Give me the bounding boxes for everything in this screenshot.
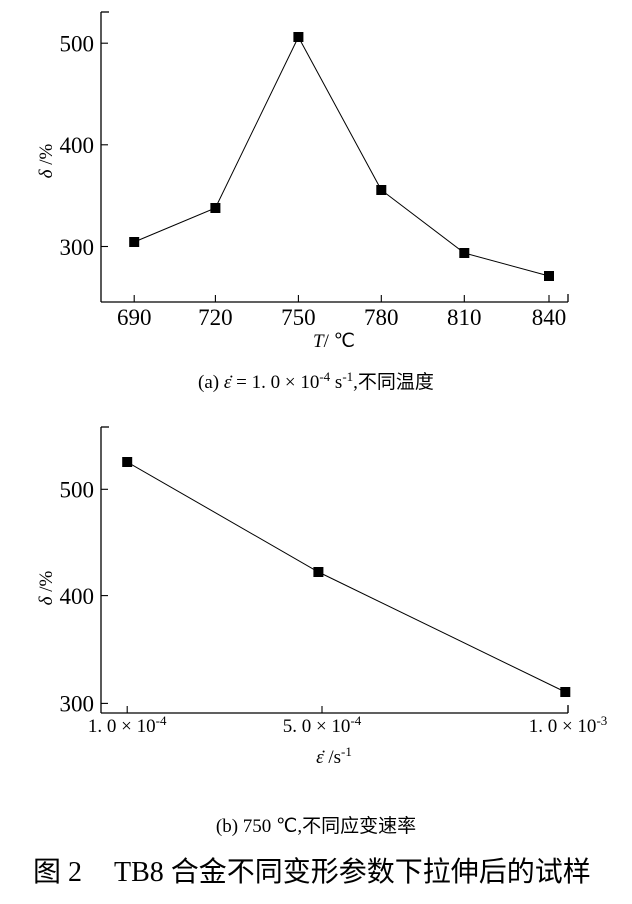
svg-text:500: 500 (60, 478, 95, 503)
svg-text:720: 720 (198, 305, 233, 330)
svg-text:300: 300 (60, 235, 95, 260)
svg-text:δ /%: δ /% (36, 570, 57, 605)
svg-text:1. 0 × 10-3: 1. 0 × 10-3 (529, 713, 608, 738)
svg-text:400: 400 (60, 584, 95, 609)
svg-text:1. 0 × 10-4: 1. 0 × 10-4 (88, 713, 167, 738)
svg-text:750: 750 (281, 305, 316, 330)
svg-text:840: 840 (532, 305, 567, 330)
svg-text:400: 400 (60, 133, 95, 158)
svg-text:(b) 750 ℃,不同应变速率: (b) 750 ℃,不同应变速率 (216, 815, 416, 837)
svg-text:690: 690 (117, 305, 152, 330)
svg-text:810: 810 (447, 305, 482, 330)
svg-text:300: 300 (60, 692, 95, 717)
svg-text:500: 500 (60, 32, 95, 57)
svg-text:δ /%: δ /% (36, 143, 57, 178)
svg-text:780: 780 (364, 305, 399, 330)
svg-text:(a) ε̇ = 1. 0 × 10-4 s-1,不同温度: (a) ε̇ = 1. 0 × 10-4 s-1,不同温度 (198, 369, 434, 394)
svg-text:5. 0 × 10-4: 5. 0 × 10-4 (283, 713, 362, 738)
svg-text:TB8 合金不同变形参数下拉伸后的试样: TB8 合金不同变形参数下拉伸后的试样 (114, 856, 591, 888)
svg-text:T/ ℃: T/ ℃ (313, 331, 355, 352)
svg-text:图 2: 图 2 (33, 857, 82, 888)
